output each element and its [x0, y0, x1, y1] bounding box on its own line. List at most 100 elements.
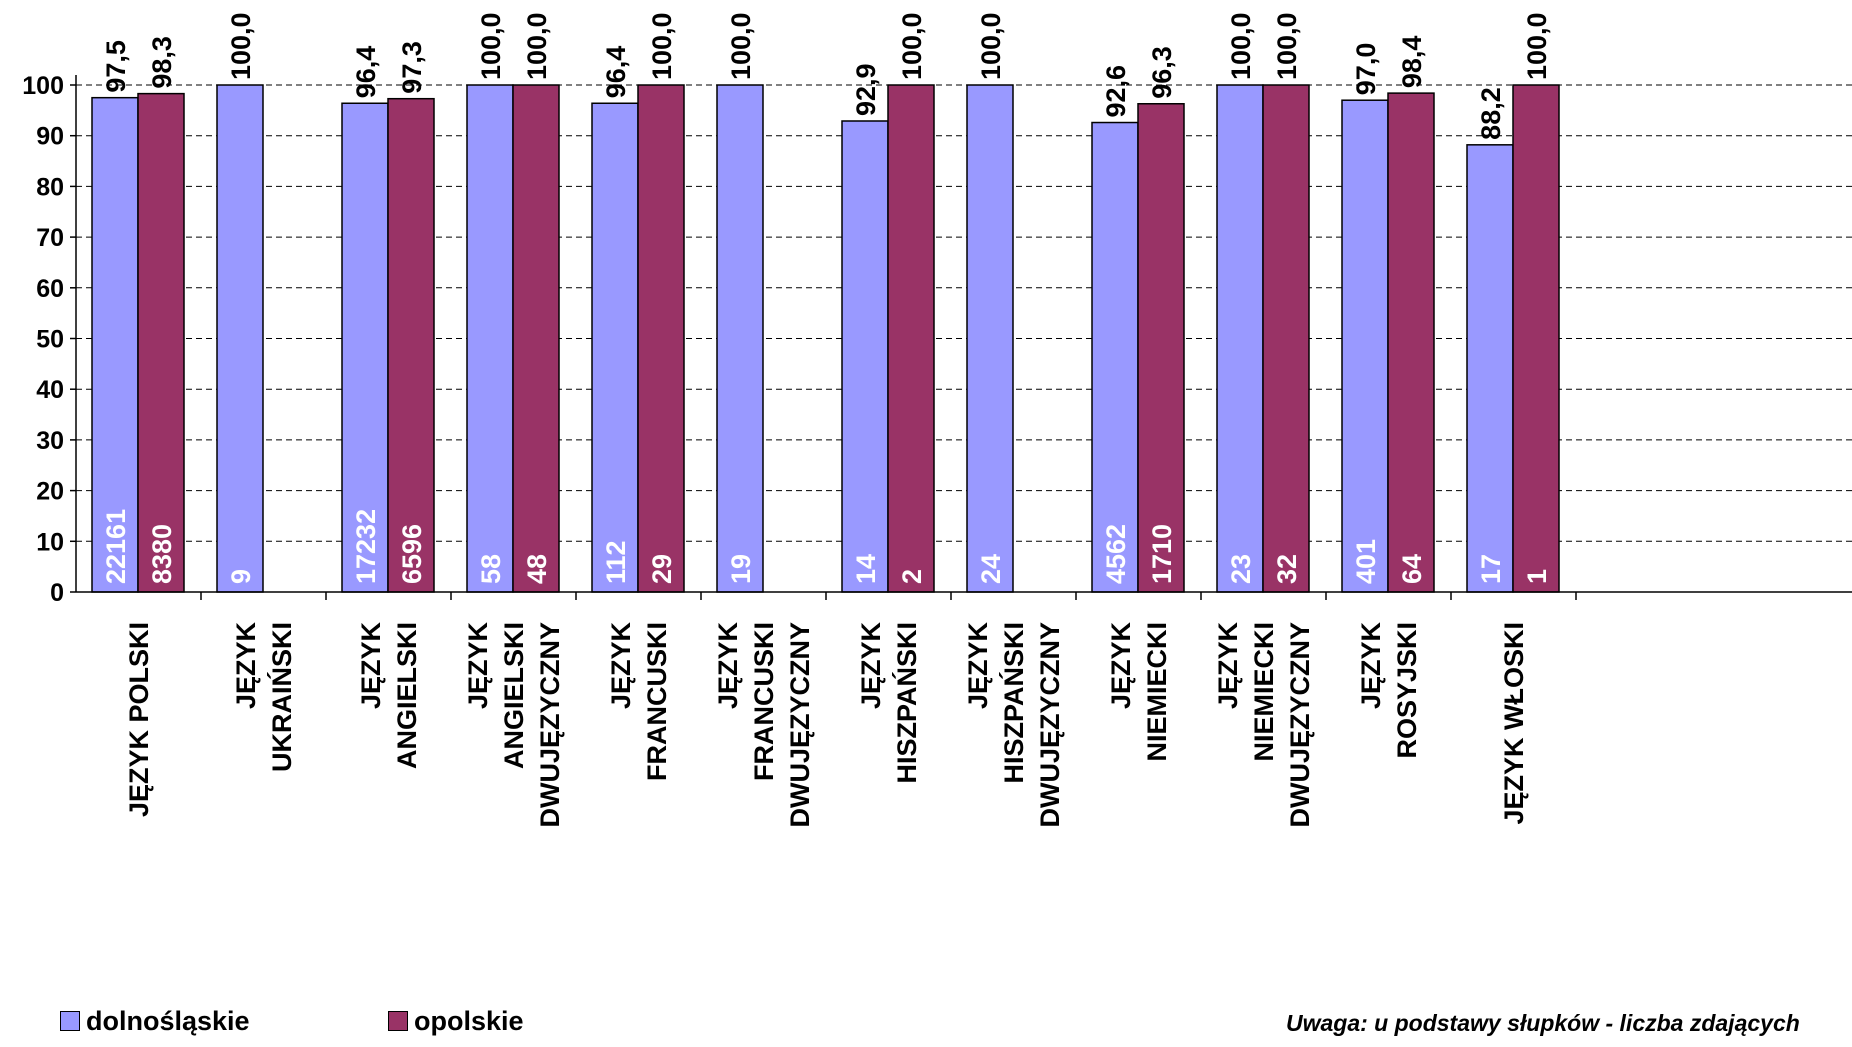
y-tick-label: 60: [36, 275, 64, 303]
x-tick-label-line: JĘZYK: [1106, 622, 1136, 710]
x-tick-label-line: ANGIELSKI: [392, 622, 422, 769]
bar-series-2: [1137, 103, 1185, 593]
x-tick-label-line: NIEMIECKI: [1142, 622, 1172, 762]
bar-series-1: [466, 84, 514, 593]
count-label-series-1: 17: [1476, 554, 1506, 584]
x-tick-label-line: JĘZYK: [1356, 622, 1386, 710]
x-tick-label-line: JĘZYK: [463, 622, 493, 710]
count-label-series-2: 48: [522, 554, 552, 584]
value-label-series-1: 88,2: [1476, 87, 1506, 140]
x-tick-label: JĘZYK ANGIELSKI DWUJĘZYCZNY: [463, 622, 565, 828]
count-label-series-2: 1: [1522, 569, 1552, 584]
y-tick-label: 100: [22, 72, 64, 100]
legend-item-series-1: dolnośląskie: [60, 1006, 250, 1036]
x-tick-label-line: DWUJĘZYCZNY: [1285, 622, 1315, 828]
x-tick-label: JĘZYK NIEMIECKI: [1106, 622, 1172, 762]
x-tick-label-line: JĘZYK: [963, 622, 993, 710]
value-label-series-1: 100,0: [226, 12, 256, 80]
x-tick-label: JĘZYK POLSKI: [124, 622, 154, 817]
bar-series-2: [512, 84, 560, 593]
x-tick-label-line: JĘZYK: [606, 622, 636, 710]
x-tick-label-line: JĘZYK: [856, 622, 886, 710]
count-label-series-1: 401: [1351, 539, 1381, 584]
count-label-series-1: 9: [226, 569, 256, 584]
count-label-series-2: 8380: [147, 524, 177, 584]
x-tick-label: JĘZYK HISZPAŃSKI: [856, 622, 922, 784]
y-tick-label: 30: [36, 427, 64, 455]
bar-series-2: [137, 92, 185, 593]
count-label-series-1: 4562: [1101, 524, 1131, 584]
value-label-series-1: 97,5: [101, 40, 131, 93]
value-label-series-2: 100,0: [1272, 12, 1302, 80]
value-label-series-2: 100,0: [647, 12, 677, 80]
value-label-series-1: 97,0: [1351, 43, 1381, 96]
y-tick-label: 50: [36, 326, 64, 354]
bar-series-1: [841, 120, 889, 593]
chart-note: Uwaga: u podstawy słupków - liczba zdają…: [1286, 1010, 1800, 1036]
legend-label-series-2: opolskie: [414, 1005, 524, 1036]
x-tick-label-line: JĘZYK: [356, 622, 386, 710]
y-tick-label: 10: [36, 528, 64, 556]
value-label-series-1: 100,0: [476, 12, 506, 80]
count-label-series-1: 23: [1226, 554, 1256, 584]
bar-series-1: [591, 102, 639, 593]
value-label-series-2: 100,0: [522, 12, 552, 80]
count-label-series-2: 29: [647, 554, 677, 584]
y-tick-label: 20: [36, 478, 64, 506]
value-label-series-2: 100,0: [897, 12, 927, 80]
bar-series-2: [1512, 84, 1560, 593]
x-tick-label-line: FRANCUSKI: [642, 622, 672, 781]
bar-series-1: [1091, 121, 1139, 593]
value-label-series-2: 100,0: [1522, 12, 1552, 80]
bar-series-2: [637, 84, 685, 593]
value-label-series-2: 98,4: [1397, 36, 1427, 89]
y-tick-label: 70: [36, 224, 64, 252]
x-tick-label: JĘZYK ROSYJSKI: [1356, 622, 1422, 759]
value-label-series-1: 92,9: [851, 63, 881, 116]
count-label-series-2: 6596: [397, 524, 427, 584]
value-label-series-2: 98,3: [147, 36, 177, 89]
value-label-series-2: 96,3: [1147, 46, 1177, 99]
count-label-series-1: 24: [976, 554, 1006, 584]
x-tick-label: JĘZYK NIEMIECKI DWUJĘZYCZNY: [1213, 622, 1315, 828]
count-label-series-2: 2: [897, 569, 927, 584]
x-tick-label: JĘZYK FRANCUSKI DWUJĘZYCZNY: [713, 622, 815, 828]
x-tick-label-line: JĘZYK: [1213, 622, 1243, 710]
x-tick-label-line: DWUJĘZYCZNY: [785, 622, 815, 828]
x-tick-label-line: DWUJĘZYCZNY: [1035, 622, 1065, 828]
bar-series-2: [1262, 84, 1310, 593]
x-tick-label-line: HISZPAŃSKI: [998, 622, 1029, 784]
legend-item-series-2: opolskie: [388, 1006, 524, 1036]
value-label-series-1: 100,0: [1226, 12, 1256, 80]
bar-series-1: [966, 84, 1014, 593]
x-tick-label-line: FRANCUSKI: [749, 622, 779, 781]
x-tick-label: JĘZYK UKRAIŃSKI: [231, 622, 297, 773]
legend-label-series-1: dolnośląskie: [86, 1005, 250, 1036]
legend-swatch-series-1: [60, 1011, 80, 1031]
x-tick-label-line: NIEMIECKI: [1249, 622, 1279, 762]
value-label-series-1: 96,4: [351, 46, 381, 99]
x-tick-label: JĘZYK WŁOSKI: [1499, 622, 1529, 825]
bar-series-1: [716, 84, 764, 593]
count-label-series-2: 64: [1397, 554, 1427, 584]
x-tick-label-line: ROSYJSKI: [1392, 622, 1422, 759]
count-label-series-1: 19: [726, 554, 756, 584]
count-label-series-2: 1710: [1147, 524, 1177, 584]
count-label-series-1: 14: [851, 554, 881, 584]
bar-series-1: [1216, 84, 1264, 593]
y-tick-label: 80: [36, 173, 64, 201]
bars: [91, 84, 1560, 593]
y-tick-label: 0: [50, 579, 64, 607]
bar-series-1: [216, 84, 264, 593]
value-label-series-1: 100,0: [976, 12, 1006, 80]
bar-series-1: [1341, 99, 1389, 593]
x-tick-label-line: JĘZYK WŁOSKI: [1499, 622, 1529, 825]
x-tick-label-line: JĘZYK POLSKI: [124, 622, 154, 817]
x-tick-label: JĘZYK HISZPAŃSKI DWUJĘZYCZNY: [963, 622, 1065, 828]
bar-series-1: [1466, 144, 1514, 593]
x-tick-label-line: ANGIELSKI: [499, 622, 529, 769]
x-tick-label: JĘZYK FRANCUSKI: [606, 622, 672, 781]
